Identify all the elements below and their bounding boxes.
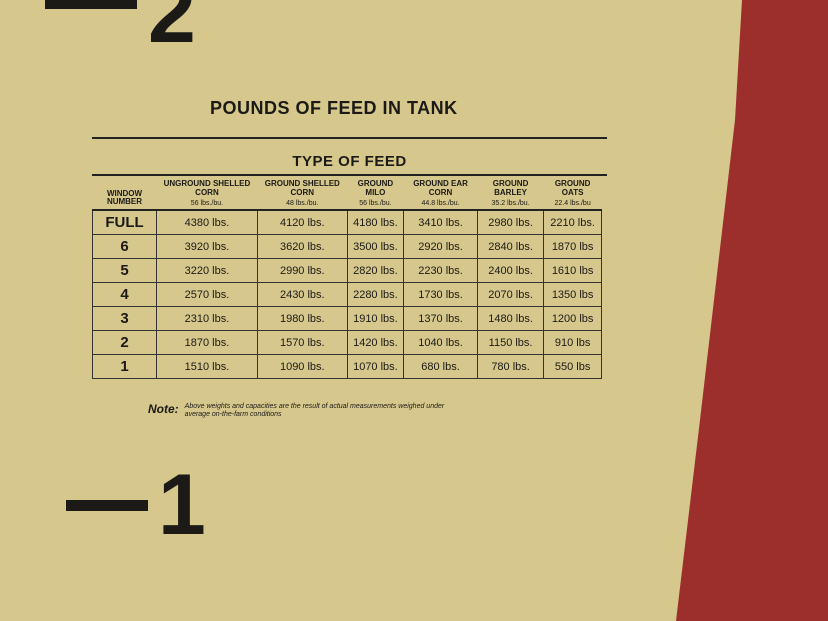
column-header: GROUND MILO 56 lbs./bu. (347, 176, 403, 210)
cell: 1150 lbs. (476, 330, 545, 356)
cell: 910 lbs (543, 330, 602, 356)
cell: 2280 lbs. (346, 282, 405, 308)
column-name: GROUND BARLEY (492, 179, 529, 197)
cell: 3410 lbs. (403, 209, 478, 236)
cell: 1200 lbs (543, 306, 602, 332)
cell: 2840 lbs. (476, 234, 545, 260)
column-weight: 35.2 lbs./bu. (491, 199, 530, 207)
column-name: GROUND OATS (554, 179, 591, 197)
table-row: 1 1510 lbs. 1090 lbs. 1070 lbs. 680 lbs. 780 … (92, 354, 602, 380)
cell: 1420 lbs. (346, 330, 405, 356)
cell: 1090 lbs. (256, 354, 348, 380)
window-number: 1 (92, 354, 157, 380)
cell: 2980 lbs. (476, 209, 545, 236)
table-row: 6 3920 lbs. 3620 lbs. 3500 lbs. 2920 lbs. 284… (92, 234, 602, 260)
cell: 2230 lbs. (403, 258, 478, 284)
cell: 2070 lbs. (476, 282, 545, 308)
cell: 1730 lbs. (403, 282, 478, 308)
cell: 2920 lbs. (403, 234, 478, 260)
cell: 2820 lbs. (346, 258, 405, 284)
header-row: WINDOW NUMBER UNGROUND SHELLED CORN 56 lb… (92, 176, 602, 211)
row-header: WINDOW NUMBER (106, 188, 143, 207)
window-number: FULL (92, 209, 157, 236)
table-row: FULL 4380 lbs. 4120 lbs. 4180 lbs. 3410 lbs.… (92, 209, 602, 236)
table-row: 2 1870 lbs. 1570 lbs. 1420 lbs. 1040 lbs. 115… (92, 330, 602, 356)
cell: 4380 lbs. (156, 209, 258, 236)
cell: 1910 lbs. (346, 306, 405, 332)
cell: 550 lbs (543, 354, 602, 380)
cell: 2430 lbs. (256, 282, 348, 308)
title: POUNDS OF FEED IN TANK (210, 98, 458, 118)
window-number: 2 (92, 330, 157, 356)
column-weight: 44.8 lbs./bu. (421, 199, 460, 207)
column-name: UNGROUND SHELLED CORN (163, 179, 251, 197)
cell: 1040 lbs. (403, 330, 478, 356)
cell: 2400 lbs. (476, 258, 545, 284)
dash (45, 0, 137, 9)
cell: 3500 lbs. (346, 234, 405, 260)
table-row: 3 2310 lbs. 1980 lbs. 1910 lbs. 1370 lbs. 148… (92, 306, 602, 332)
cell: 2210 lbs. (543, 209, 602, 236)
cell: 3620 lbs. (256, 234, 348, 260)
table-row: 4 2570 lbs. 2430 lbs. 2280 lbs. 1730 lbs. 207… (92, 282, 602, 308)
column-header: GROUND OATS 22.4 lbs./bu (544, 176, 602, 210)
cell: 780 lbs. (476, 354, 545, 380)
window-number: 6 (92, 234, 157, 260)
cell: 2570 lbs. (156, 282, 258, 308)
cell: 1870 lbs (543, 234, 602, 260)
cell: 1480 lbs. (476, 306, 545, 332)
feed-table: TYPE OF FEED WINDOW NUMBER UNGROUND SHEL… (92, 137, 607, 380)
dash (66, 500, 148, 511)
window-number: 3 (92, 306, 157, 332)
marker: 2 (148, 0, 196, 61)
table-row: 5 3220 lbs. 2990 lbs. 2820 lbs. 2230 lbs. 240… (92, 258, 602, 284)
cell: 3920 lbs. (156, 234, 258, 260)
cell: 3220 lbs. (156, 258, 258, 284)
column-header: GROUND BARLEY 35.2 lbs./bu. (477, 176, 543, 210)
column-name: GROUND SHELLED CORN (264, 179, 340, 197)
column-name: GROUND MILO (357, 179, 394, 197)
cell: 1510 lbs. (156, 354, 258, 380)
column-weight: 56 lbs./bu. (359, 199, 392, 207)
cell: 1570 lbs. (256, 330, 348, 356)
cell: 1870 lbs. (156, 330, 258, 356)
marker: 1 (158, 457, 206, 553)
cell: 4120 lbs. (256, 209, 348, 236)
cell: 1070 lbs. (346, 354, 405, 380)
column-header: GROUND EAR CORN 44.8 lbs./bu. (404, 176, 478, 210)
cell: 4180 lbs. (346, 209, 405, 236)
note: Note: Above weights and capacities are t… (148, 402, 468, 418)
note-text: Above weights and capacities are the res… (184, 403, 445, 418)
column-weight: 22.4 lbs./bu (554, 199, 591, 207)
group-header: TYPE OF FEED (92, 137, 607, 176)
cell: 2310 lbs. (156, 306, 258, 332)
column-header: GROUND SHELLED CORN 48 lbs./bu. (257, 176, 347, 210)
red-stripe (676, 0, 828, 621)
column-weight: 56 lbs./bu. (190, 199, 224, 207)
cell: 1370 lbs. (403, 306, 478, 332)
cell: 1610 lbs (543, 258, 602, 284)
column-header: UNGROUND SHELLED CORN 56 lbs./bu. (157, 176, 258, 210)
column-weight: 48 lbs./bu. (286, 199, 319, 207)
window-number: 4 (92, 282, 157, 308)
column-name: GROUND EAR CORN (413, 179, 468, 197)
cell: 1350 lbs (543, 282, 602, 308)
window-number: 5 (92, 258, 157, 284)
note-label: Note: (148, 402, 179, 416)
table: WINDOW NUMBER UNGROUND SHELLED CORN 56 lb… (92, 176, 602, 380)
cell: 680 lbs. (403, 354, 478, 380)
cell: 2990 lbs. (256, 258, 348, 284)
cell: 1980 lbs. (256, 306, 348, 332)
